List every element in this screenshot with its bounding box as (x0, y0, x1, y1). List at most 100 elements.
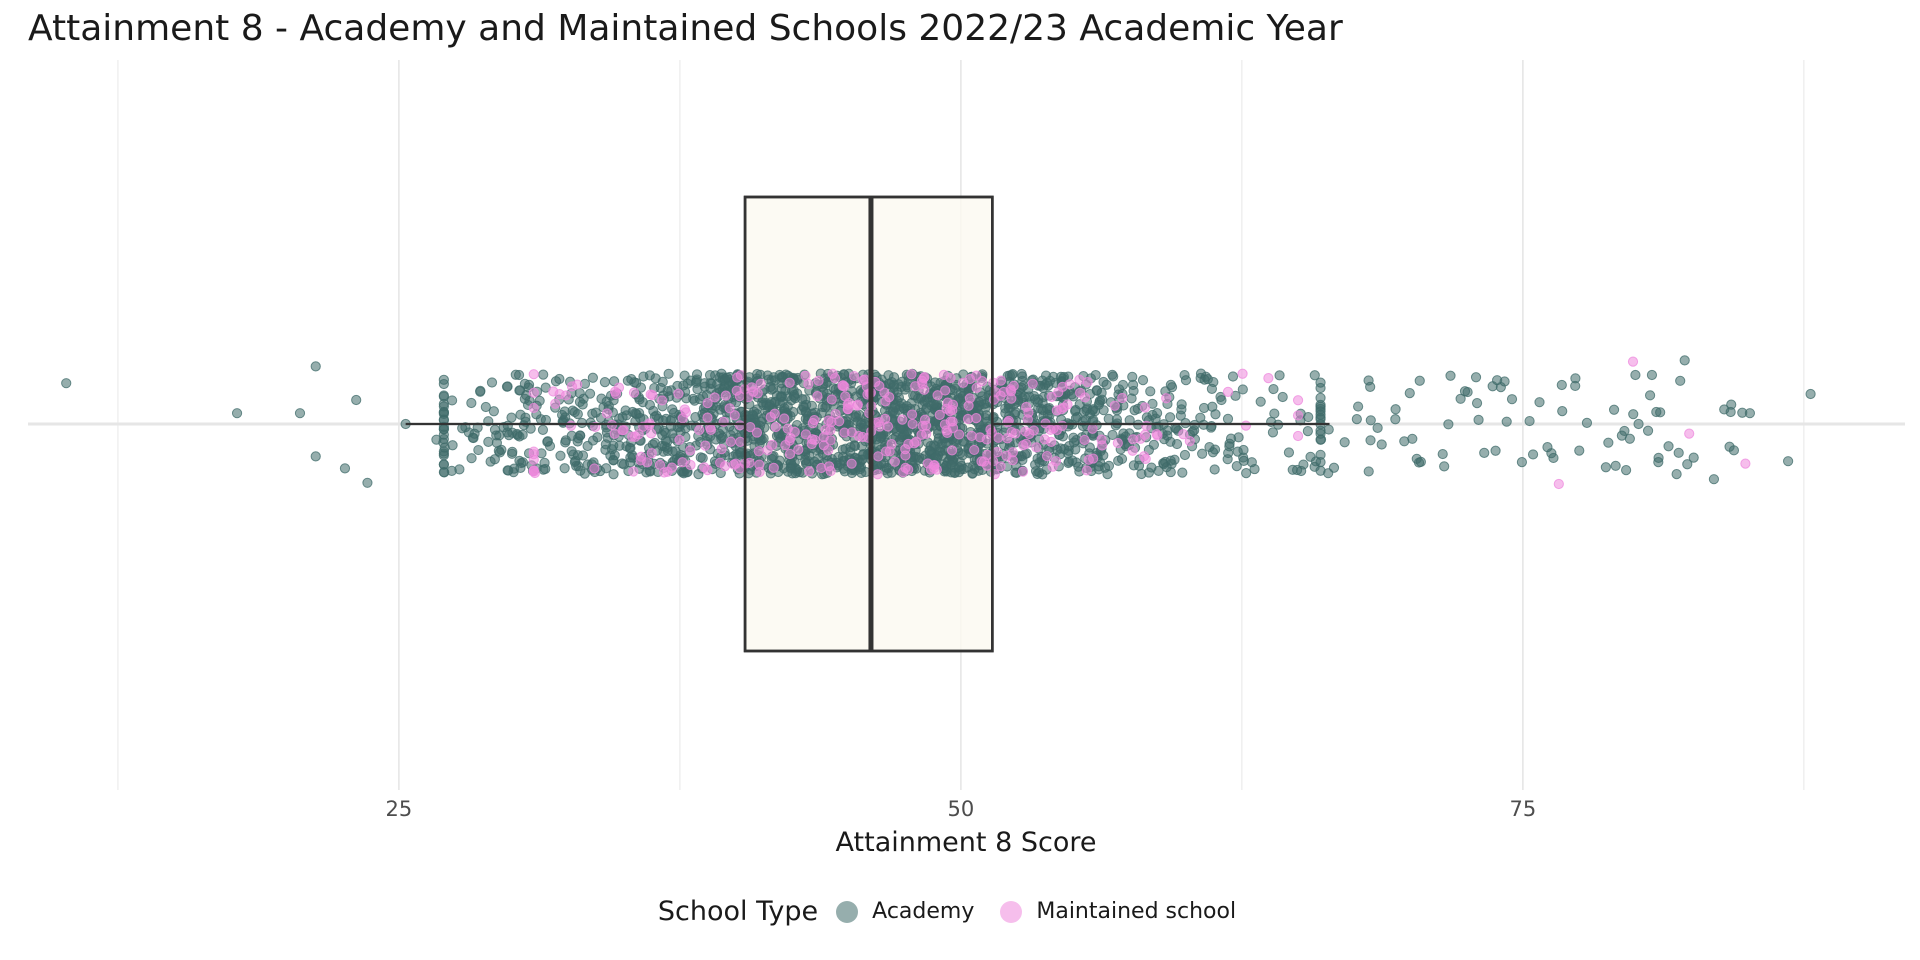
academy-point (1365, 415, 1376, 426)
academy-point (787, 468, 798, 479)
maintained-point (735, 436, 746, 448)
maintained-point (528, 402, 539, 414)
academy-point (649, 411, 660, 422)
academy-point (1404, 388, 1415, 399)
maintained-point (941, 425, 952, 436)
academy-point (431, 434, 442, 445)
maintained-point (1237, 368, 1248, 379)
academy-point (1016, 451, 1027, 462)
maintained-point (1027, 378, 1038, 389)
boxplot-outline (405, 195, 1330, 653)
academy-point (1068, 432, 1079, 443)
maintained-point (565, 420, 577, 431)
academy-point (1063, 456, 1075, 467)
academy-point (680, 423, 691, 434)
academy-point (1603, 437, 1614, 448)
academy-point (1437, 448, 1448, 460)
maintained-point (1553, 478, 1564, 490)
academy-point (1688, 452, 1699, 463)
academy-point (1268, 383, 1279, 395)
academy-point (638, 371, 649, 382)
academy-point (1162, 430, 1173, 441)
academy-point (1415, 456, 1426, 467)
legend-key-academy (836, 900, 859, 923)
academy-point (1524, 415, 1535, 427)
chart-title: Attainment 8 - Academy and Maintained Sc… (28, 8, 1343, 49)
academy-point (559, 463, 570, 474)
maintained-point (900, 444, 911, 455)
maintained-point (992, 447, 1003, 458)
academy-point (763, 374, 774, 385)
maintained-point (917, 420, 928, 431)
academy-point (1116, 453, 1128, 465)
legend-key-maintained (1000, 900, 1023, 923)
academy-point (764, 401, 775, 412)
academy-point (339, 463, 351, 474)
academy-point (61, 378, 72, 389)
academy-point (1087, 405, 1098, 416)
maintained-point (528, 387, 539, 398)
academy-point (1165, 412, 1176, 423)
academy-point (1227, 371, 1239, 382)
academy-point (1043, 380, 1054, 391)
maintained-point (1017, 466, 1029, 477)
maintained-point (1079, 434, 1090, 446)
academy-point (1315, 382, 1326, 394)
academy-point (1315, 392, 1326, 403)
maintained-point (842, 403, 854, 414)
academy-point (1238, 455, 1249, 466)
maintained-point (554, 388, 565, 400)
academy-point (688, 393, 699, 404)
academy-point (1557, 406, 1568, 417)
maintained-point (666, 462, 678, 473)
academy-point (231, 408, 243, 419)
academy-point (1197, 448, 1208, 459)
maintained-point (971, 413, 982, 424)
academy-point (483, 436, 494, 447)
academy-point (519, 378, 531, 389)
academy-point (1209, 444, 1221, 455)
maintained-point (1010, 428, 1021, 439)
academy-point (1222, 413, 1234, 424)
maintained-point (752, 388, 763, 399)
academy-point (625, 442, 636, 454)
academy-point (1407, 433, 1418, 444)
maintained-point (779, 413, 790, 424)
academy-point (693, 469, 704, 480)
academy-point (1675, 375, 1686, 386)
academy-point (1372, 422, 1383, 433)
maintained-point (528, 369, 539, 380)
maintained-point (1240, 420, 1252, 431)
academy-point (1016, 368, 1027, 380)
maintained-point (768, 462, 779, 473)
academy-point (838, 463, 849, 474)
academy-point (575, 465, 586, 476)
maintained-point (1041, 451, 1053, 462)
academy-point (572, 408, 583, 420)
academy-point (466, 397, 477, 409)
academy-point (621, 410, 632, 421)
maintained-point (528, 465, 539, 476)
academy-point (1581, 417, 1593, 428)
academy-point (351, 394, 362, 406)
academy-point (519, 393, 530, 404)
maintained-point (1135, 433, 1146, 444)
academy-point (514, 455, 525, 466)
maintained-point (917, 378, 928, 390)
academy-point (1029, 394, 1041, 405)
maintained-point (966, 430, 977, 441)
academy-point (542, 436, 553, 447)
maintained-point (872, 469, 883, 480)
academy-point (1267, 427, 1279, 438)
academy-point (488, 406, 499, 417)
academy-point (486, 377, 498, 388)
academy-point (663, 368, 674, 379)
academy-point (1137, 375, 1149, 386)
academy-point (560, 435, 571, 446)
academy-point (691, 377, 702, 388)
legend-label-academy: Academy (872, 899, 975, 924)
legend: School Type Academy Maintained school (0, 896, 1920, 927)
maintained-point (886, 439, 897, 450)
academy-point (1744, 408, 1755, 419)
academy-point (800, 455, 811, 466)
